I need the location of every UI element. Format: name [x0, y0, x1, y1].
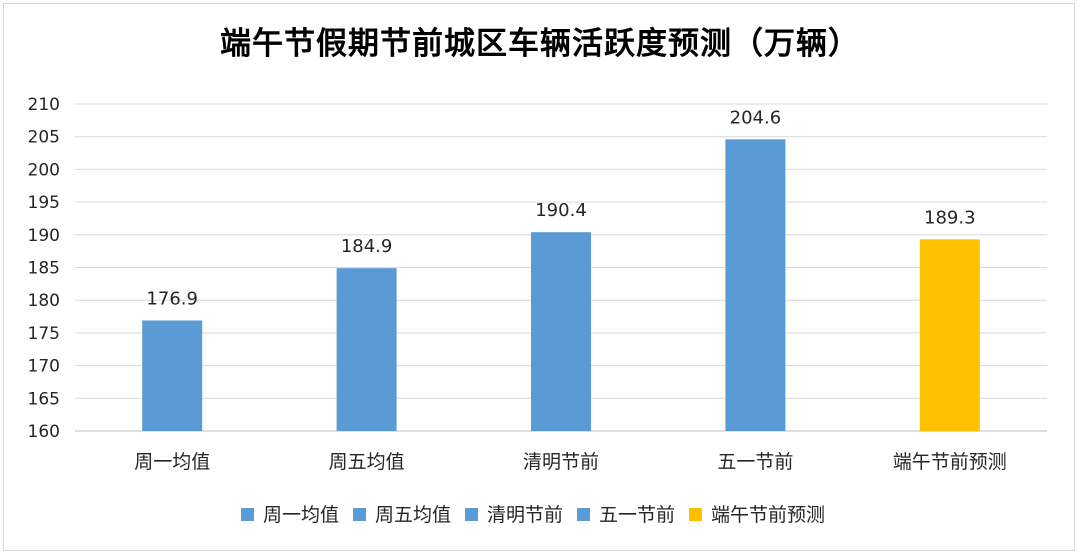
- data-label: 204.6: [730, 107, 782, 128]
- legend-swatch: [465, 508, 478, 521]
- x-axis-categories: 周一均值 周五均值 清明节前 五一节前 端午节前预测: [134, 451, 1007, 473]
- data-labels: 176.9 184.9 190.4 204.6 189.3: [146, 107, 975, 309]
- x-category-label: 周一均值: [134, 451, 210, 473]
- y-tick-label: 185: [28, 259, 60, 279]
- x-category-label: 五一节前: [717, 451, 793, 473]
- data-label: 176.9: [146, 288, 198, 309]
- bar: [725, 139, 786, 432]
- x-category-label: 周五均值: [329, 451, 405, 473]
- y-tick-label: 175: [28, 324, 60, 344]
- bar: [336, 268, 397, 431]
- x-category-label: 端午节前预测: [893, 451, 1007, 473]
- legend-label: 周一均值: [263, 504, 339, 526]
- legend-swatch: [241, 508, 254, 521]
- legend-label: 周五均值: [375, 504, 451, 526]
- y-tick-label: 165: [28, 389, 60, 409]
- y-tick-label: 195: [28, 193, 60, 213]
- legend-label: 五一节前: [599, 504, 675, 526]
- bar: [531, 232, 591, 431]
- legend: 周一均值 周五均值 清明节前 五一节前 端午节前预测: [241, 504, 825, 526]
- bar: [919, 239, 980, 431]
- y-axis-ticks: 160 165 170 175 180 185 190 195 200 205 210: [28, 95, 60, 442]
- y-tick-label: 160: [28, 422, 60, 442]
- y-tick-label: 180: [28, 291, 60, 311]
- chart-title: 端午节假期节前城区车辆活跃度预测（万辆）: [220, 26, 860, 62]
- y-tick-label: 170: [28, 357, 60, 377]
- y-tick-label: 205: [28, 128, 60, 148]
- legend-swatch: [689, 508, 702, 521]
- y-tick-label: 210: [28, 95, 60, 115]
- y-tick-label: 200: [28, 160, 60, 180]
- legend-swatch: [577, 508, 590, 521]
- legend-swatch: [353, 508, 366, 521]
- legend-label: 端午节前预测: [711, 504, 825, 526]
- data-label: 190.4: [535, 200, 587, 221]
- bars: [142, 139, 980, 432]
- legend-label: 清明节前: [487, 504, 563, 526]
- y-tick-label: 190: [28, 226, 60, 246]
- x-category-label: 清明节前: [523, 451, 599, 473]
- bar: [142, 320, 203, 431]
- data-label: 184.9: [341, 236, 393, 257]
- data-label: 189.3: [924, 207, 976, 228]
